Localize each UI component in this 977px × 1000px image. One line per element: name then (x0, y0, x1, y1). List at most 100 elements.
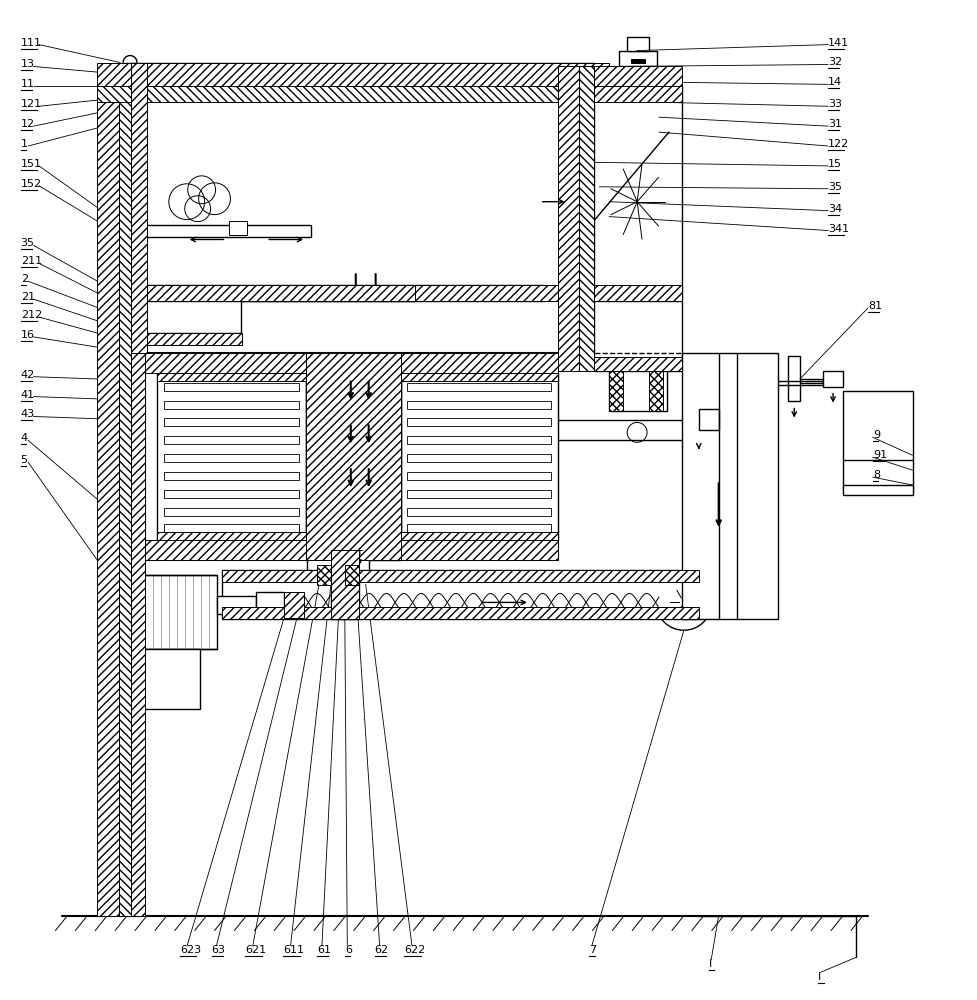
Text: 152: 152 (21, 179, 42, 189)
Text: 121: 121 (21, 99, 42, 109)
Text: 151: 151 (21, 159, 42, 169)
Bar (594, 285, 682, 301)
Text: 623: 623 (180, 945, 201, 955)
Text: 11: 11 (21, 79, 34, 89)
Bar (124, 63, 136, 86)
Bar (401, 532, 558, 540)
Text: 31: 31 (828, 119, 842, 129)
Text: 15: 15 (828, 159, 842, 169)
Bar (164, 454, 299, 462)
Bar (401, 373, 558, 540)
Bar (407, 418, 551, 426)
Bar (98, 63, 610, 86)
Text: 63: 63 (212, 945, 226, 955)
Text: 6: 6 (345, 945, 352, 955)
Bar (230, 221, 247, 235)
Bar (157, 373, 306, 381)
Text: 7: 7 (589, 945, 597, 955)
Bar (407, 490, 551, 498)
Bar (331, 550, 359, 619)
Bar (407, 472, 551, 480)
Bar (222, 607, 699, 619)
Text: 622: 622 (404, 945, 426, 955)
Bar (131, 63, 147, 353)
Bar (217, 596, 256, 614)
Text: 8: 8 (872, 470, 880, 480)
Bar (788, 356, 800, 401)
Text: 62: 62 (374, 945, 389, 955)
Text: 211: 211 (21, 256, 42, 266)
Bar (164, 436, 299, 444)
Bar (164, 508, 299, 516)
Text: 91: 91 (872, 450, 887, 460)
Bar (407, 524, 551, 532)
Bar (306, 353, 401, 560)
Text: 212: 212 (21, 310, 42, 320)
Bar (843, 391, 913, 490)
Bar (164, 472, 299, 480)
Bar (699, 409, 719, 430)
Text: 9: 9 (872, 430, 880, 440)
Bar (131, 285, 543, 301)
Bar (407, 383, 551, 391)
Bar (98, 86, 610, 102)
Text: 5: 5 (21, 455, 27, 465)
Bar (558, 66, 579, 371)
Bar (306, 353, 401, 560)
Bar (164, 490, 299, 498)
Bar (649, 371, 663, 411)
Bar (307, 558, 368, 570)
Text: 43: 43 (21, 409, 35, 419)
Bar (345, 565, 359, 585)
Bar (157, 373, 306, 540)
Bar (164, 524, 299, 532)
Text: 1: 1 (21, 139, 27, 149)
Bar (579, 66, 594, 371)
Bar (823, 371, 843, 387)
Bar (145, 540, 558, 560)
Bar (119, 72, 131, 916)
Text: I: I (708, 959, 712, 969)
Text: 12: 12 (21, 119, 35, 129)
Text: 34: 34 (828, 204, 842, 214)
Text: 621: 621 (245, 945, 267, 955)
Bar (594, 357, 682, 371)
Text: 21: 21 (21, 292, 35, 302)
Bar (843, 485, 913, 495)
Text: 4: 4 (21, 433, 27, 443)
Bar (164, 401, 299, 409)
Text: 14: 14 (828, 77, 842, 87)
Bar (594, 86, 682, 102)
Bar (610, 371, 623, 411)
Bar (594, 66, 682, 86)
Bar (284, 592, 304, 618)
Bar (256, 592, 284, 618)
Text: 32: 32 (828, 57, 842, 67)
Bar (594, 301, 682, 371)
Bar (132, 575, 217, 649)
Bar (594, 86, 682, 301)
Text: I: I (818, 972, 822, 982)
Bar (145, 225, 311, 237)
Bar (619, 51, 658, 66)
Bar (222, 570, 699, 619)
Bar (407, 436, 551, 444)
Bar (164, 383, 299, 391)
Bar (401, 373, 558, 381)
Text: 141: 141 (828, 38, 849, 48)
Text: 16: 16 (21, 330, 34, 340)
Bar (131, 333, 242, 345)
Text: 341: 341 (828, 224, 849, 234)
Bar (407, 401, 551, 409)
Bar (132, 649, 199, 709)
Bar (222, 570, 699, 582)
Bar (407, 454, 551, 462)
Bar (164, 418, 299, 426)
Bar (682, 353, 779, 619)
Bar (627, 37, 649, 51)
Text: 81: 81 (868, 301, 882, 311)
Text: 111: 111 (21, 38, 42, 48)
Text: T: T (356, 550, 361, 560)
Text: 13: 13 (21, 59, 34, 69)
Circle shape (629, 194, 645, 210)
